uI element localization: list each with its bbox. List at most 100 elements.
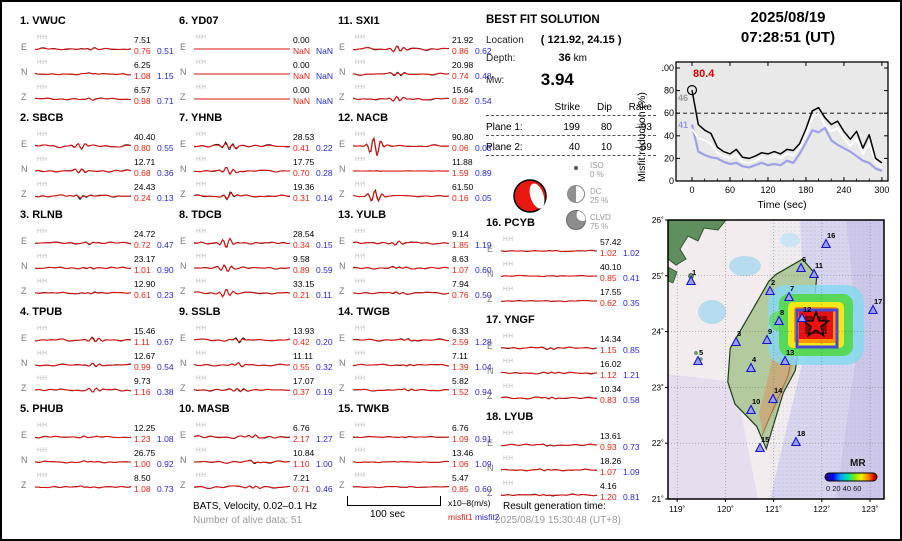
decomp-name: DC	[590, 187, 602, 196]
station-block: 4. TPUB E HH 15.46 1.11 0.67 N HH 12.67 0.99 0.54 Z…	[20, 303, 178, 400]
channel-label: HH	[355, 278, 366, 285]
station-block: 17. YNGF E HH 14.34 1.15 0.85 N HH 16.02 1.12 1.21…	[486, 311, 644, 408]
y-tick-label: 60	[664, 108, 674, 118]
component-label: E	[21, 236, 28, 246]
misfit-y-axis-label: Misfit reduction (%)	[636, 92, 648, 182]
station-marker-label: 18	[797, 429, 805, 438]
amplitude-value: 23.17	[134, 254, 156, 264]
amplitude-value: 11.88	[452, 157, 473, 167]
filter-info: BATS, Velocity, 0.02–0.1 Hz	[193, 501, 318, 512]
misfit2-value: NaN	[316, 95, 334, 106]
waveform-trace	[501, 274, 598, 278]
station-marker	[761, 334, 773, 345]
waveform-trace	[353, 265, 450, 270]
component-label: Z	[21, 189, 27, 199]
misfit1-value: NaN	[293, 45, 311, 56]
misfit1-value: 0.68	[134, 167, 151, 178]
channel-label: HH	[37, 350, 48, 357]
station-block: 9. SSLB E HH 13.93 0.42 0.20 N HH 11.11 0.55 0.32 Z…	[179, 303, 337, 400]
amplitude-value: 8.63	[452, 254, 469, 264]
misfit2-value: 1.28	[475, 336, 492, 347]
misfit-series-best-solution-misfit	[691, 89, 883, 164]
misfit2-value: NaN	[316, 45, 334, 56]
misfit1-value: 1.23	[134, 433, 151, 444]
channel-label: HH	[37, 325, 48, 332]
misfit2-legend-label: misfit2	[474, 512, 500, 522]
station-marker	[685, 275, 697, 286]
channel-label: HH	[355, 422, 366, 429]
waveform-trace	[194, 141, 291, 150]
amplitude-value: 7.21	[293, 473, 310, 483]
misfit1-value: 0.06	[452, 142, 469, 153]
channel-label: HH	[37, 131, 48, 138]
misfit-series-white-trace	[691, 112, 883, 169]
component-row: N HH 6.25 1.08 1.15	[20, 59, 178, 85]
channel-label: HH	[196, 34, 207, 41]
station-header: 8. TDCB	[179, 209, 222, 221]
component-row: E HH 21.92 0.86 0.62	[338, 34, 496, 60]
waveform-trace	[194, 73, 290, 75]
waveform-trace	[194, 48, 290, 50]
waveform-trace	[35, 97, 132, 101]
station-marker	[779, 355, 791, 366]
component-label: E	[487, 244, 494, 254]
waveform-trace	[35, 266, 132, 270]
y-tick-label: 0	[669, 176, 674, 186]
map-lon-label: 123˚	[861, 504, 878, 514]
misfit1-value: NaN	[293, 70, 311, 81]
station-block: 12. NACB E HH 90.80 0.06 0.03 N HH 11.88 1.59 0.89…	[338, 109, 496, 206]
amplitude-value: 90.80	[452, 132, 474, 142]
component-label: E	[339, 236, 346, 246]
component-row: Z HH 4.16 1.20 0.81	[486, 480, 644, 506]
channel-label: HH	[37, 34, 48, 41]
misfit2-value: 0.60	[475, 483, 492, 494]
misfit1-value: 0.99	[134, 361, 151, 372]
trace-values: 5.82 1.52 0.94	[452, 376, 498, 397]
station-marker	[796, 312, 808, 323]
station-block: 5. PHUB E HH 12.25 1.23 1.08 N HH 26.75 1.00 0.92 Z…	[20, 400, 178, 497]
misfit2-value: 0.94	[475, 386, 492, 397]
trace-values: 12.25 1.23 1.08	[134, 423, 180, 444]
channel-label: HH	[355, 472, 366, 479]
channel-label: HH	[355, 375, 366, 382]
component-label: Z	[339, 480, 345, 490]
component-row: E HH 24.72 0.72 0.47	[20, 228, 178, 254]
misfit1-value: 1.00	[134, 458, 151, 469]
trace-values: 15.64 0.82 0.54	[452, 85, 498, 106]
misfit1-value: 2.59	[452, 336, 469, 347]
misfit2-value: 0.36	[157, 167, 174, 178]
waveform-trace	[353, 136, 450, 156]
component-row: Z HH 61.50 0.16 0.05	[338, 181, 496, 207]
misfit1-value: 0.82	[452, 95, 469, 106]
station-header: 10. MASB	[179, 403, 230, 415]
channel-label: HH	[196, 278, 207, 285]
misfit2-value: 0.14	[316, 192, 333, 203]
amplitude-value: 9.58	[293, 254, 310, 264]
component-label: N	[21, 455, 28, 465]
waveform-trace	[353, 188, 450, 203]
misfit1-value: 0.76	[452, 289, 469, 300]
amplitude-value: 17.07	[293, 376, 315, 386]
trace-values: 17.07 0.37 0.19	[293, 376, 339, 397]
decomp-name: CLVD	[590, 213, 611, 222]
channel-label: HH	[503, 480, 514, 487]
channel-label: HH	[37, 181, 48, 188]
trace-values: 33.15 0.21 0.11	[293, 279, 339, 300]
station-marker	[764, 285, 776, 296]
component-row: Z HH 0.00 NaN NaN	[179, 84, 337, 110]
amplitude-value: 16.02	[600, 359, 622, 369]
misfit1-value: 1.07	[452, 264, 469, 275]
misfit2-value: 0.54	[157, 361, 174, 372]
station-marker-label: 11	[815, 261, 823, 270]
misfit1-value: 0.76	[134, 45, 151, 56]
amplitude-value: 11.11	[293, 351, 314, 361]
station-marker-label: 2	[771, 278, 775, 287]
col-rake: Rake	[628, 102, 652, 113]
misfit2-value: 0.73	[623, 441, 640, 452]
trace-values: 10.84 1.10 1.00	[293, 448, 339, 469]
amplitude-value: 6.57	[134, 85, 151, 95]
map-lat-label: 21˚	[652, 494, 664, 504]
waveform-trace	[194, 337, 291, 344]
station-marker-label: 5	[699, 348, 703, 357]
misfit2-value: 0.47	[157, 239, 174, 250]
